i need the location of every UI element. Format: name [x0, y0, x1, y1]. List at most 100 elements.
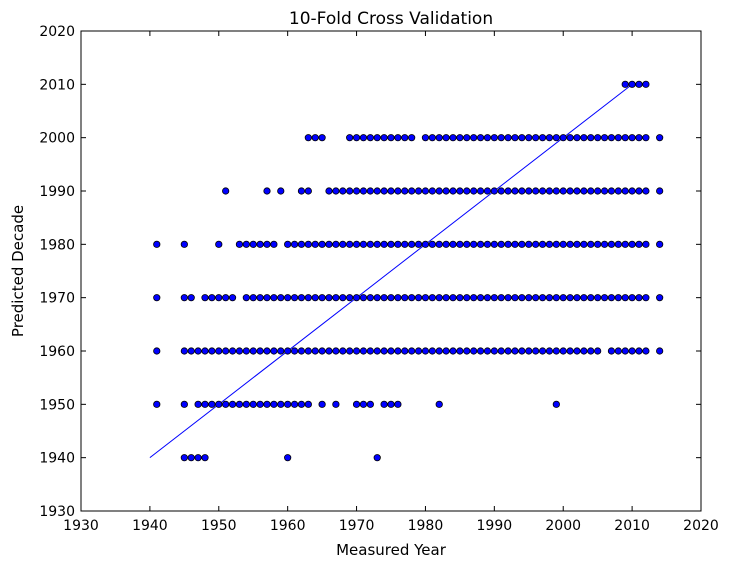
data-point [580, 294, 588, 302]
data-point [359, 187, 368, 195]
data-point [545, 294, 554, 302]
data-point [346, 187, 354, 195]
data-point [304, 134, 312, 142]
data-point [380, 400, 388, 408]
data-point [394, 294, 402, 302]
data-point [408, 134, 416, 142]
data-point [552, 294, 560, 302]
x-tick-label: 1960 [270, 518, 306, 534]
data-point [642, 187, 650, 195]
data-point [249, 294, 257, 302]
data-point [318, 240, 326, 248]
data-point [442, 294, 450, 302]
data-point [490, 240, 498, 248]
data-point [373, 134, 381, 142]
data-point [449, 347, 457, 355]
data-point [600, 240, 609, 248]
data-point [532, 347, 540, 355]
data-point [456, 347, 464, 355]
data-point [545, 240, 554, 248]
data-point [594, 187, 602, 195]
data-point [304, 400, 312, 408]
data-point [428, 240, 436, 248]
data-point [180, 400, 188, 408]
data-point [552, 134, 560, 142]
data-point [263, 400, 271, 408]
data-point [421, 347, 430, 355]
data-point [635, 294, 643, 302]
data-point [428, 187, 436, 195]
data-point [352, 187, 361, 195]
data-point [470, 240, 478, 248]
data-point [325, 240, 333, 248]
data-point [428, 134, 436, 142]
data-point [401, 294, 409, 302]
data-point [401, 347, 409, 355]
data-point [545, 187, 554, 195]
data-point [180, 347, 188, 355]
data-point [346, 134, 354, 142]
data-point [449, 134, 457, 142]
data-point [153, 294, 161, 302]
data-point [511, 294, 519, 302]
data-point [476, 240, 485, 248]
data-point [201, 454, 209, 462]
data-point [545, 134, 554, 142]
y-tick-label: 1960 [39, 344, 75, 360]
data-point [277, 347, 285, 355]
data-point [587, 294, 595, 302]
data-point [249, 240, 257, 248]
data-point [628, 80, 636, 88]
data-point [366, 294, 374, 302]
data-point [442, 187, 450, 195]
data-point [621, 240, 629, 248]
data-point [153, 400, 161, 408]
data-point [359, 294, 368, 302]
data-point [242, 240, 250, 248]
data-point [208, 294, 216, 302]
data-point [290, 400, 299, 408]
data-point [408, 240, 416, 248]
data-point [380, 240, 388, 248]
data-point [594, 240, 602, 248]
data-point [552, 347, 560, 355]
data-point [600, 187, 609, 195]
data-point [318, 134, 326, 142]
data-point [642, 294, 650, 302]
data-point [435, 400, 443, 408]
data-point [401, 134, 409, 142]
data-point [270, 347, 278, 355]
data-point [359, 240, 368, 248]
data-point [352, 134, 361, 142]
data-point [187, 454, 195, 462]
data-point [656, 240, 664, 248]
data-point [559, 134, 567, 142]
x-tick-label: 2010 [614, 518, 650, 534]
data-point [463, 347, 471, 355]
data-point [621, 80, 629, 88]
data-point [435, 294, 443, 302]
data-point [339, 294, 347, 302]
data-point [483, 187, 492, 195]
data-point [387, 240, 395, 248]
data-point [352, 400, 361, 408]
data-point [208, 400, 216, 408]
data-point [284, 347, 292, 355]
data-point [566, 347, 574, 355]
data-point [594, 294, 602, 302]
data-point [421, 240, 430, 248]
data-point [635, 347, 643, 355]
data-point [497, 240, 505, 248]
reference-line-layer [149, 83, 633, 459]
data-point [263, 240, 271, 248]
data-point [235, 347, 244, 355]
data-point [518, 187, 526, 195]
data-point [525, 187, 533, 195]
data-point [573, 347, 581, 355]
data-point [635, 134, 643, 142]
x-tick-label: 2000 [545, 518, 581, 534]
data-point [228, 294, 237, 302]
data-point [366, 347, 374, 355]
data-point [642, 80, 650, 88]
data-point [559, 187, 567, 195]
